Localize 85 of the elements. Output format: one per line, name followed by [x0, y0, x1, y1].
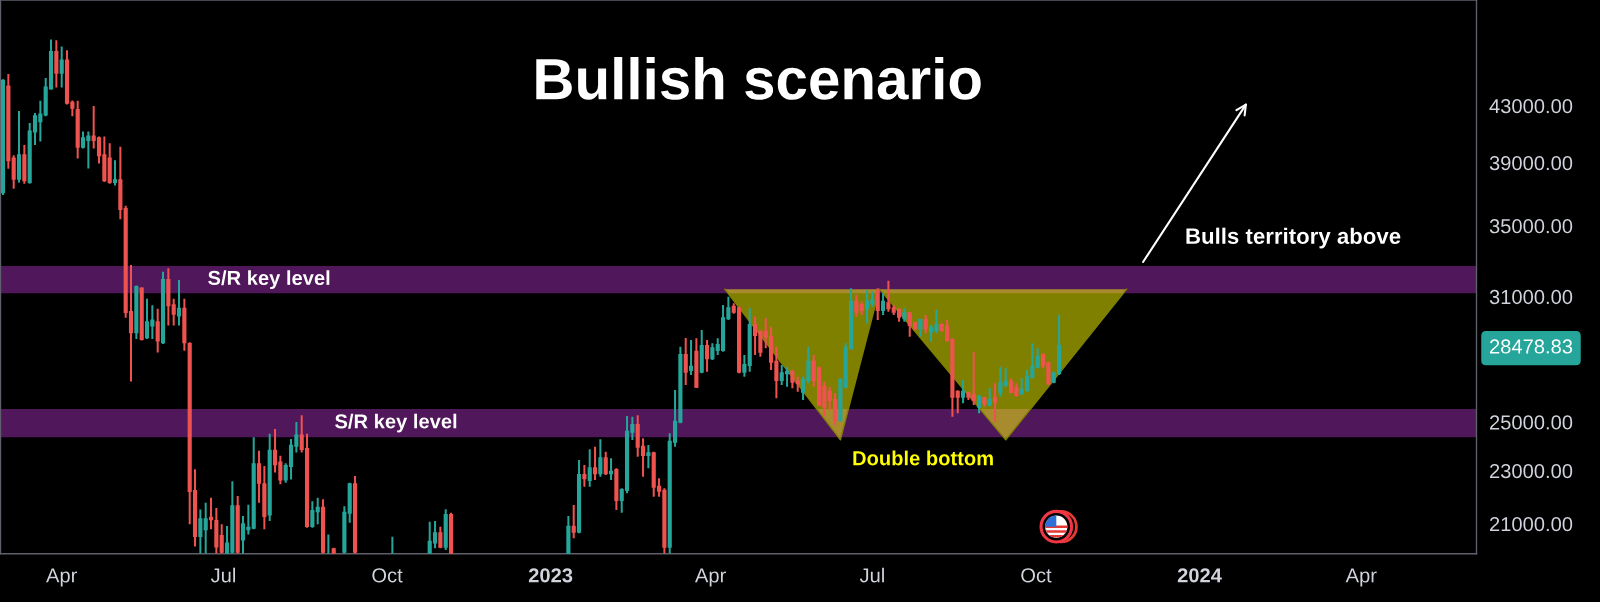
y-tick-label: 28478.83	[1490, 339, 1573, 354]
candlestick	[752, 315, 758, 356]
candlestick	[11, 154, 16, 190]
candlestick	[571, 503, 576, 540]
candlestick	[976, 393, 982, 415]
candlestick	[315, 496, 320, 526]
candlestick	[107, 142, 112, 185]
candlestick	[310, 500, 315, 529]
candlestick	[971, 350, 976, 407]
y-tick-label: 39000.00	[1489, 155, 1573, 171]
series-label: Double bottom	[853, 450, 993, 466]
candlestick	[438, 525, 443, 550]
candlestick	[710, 342, 715, 362]
y-tick-label: 35000.00	[1489, 219, 1573, 234]
candlestick	[646, 443, 651, 470]
candlestick	[59, 45, 64, 89]
candlestick	[982, 395, 987, 408]
candlestick	[166, 267, 171, 327]
candlestick	[987, 387, 992, 407]
candlestick	[598, 438, 603, 478]
candlestick	[688, 338, 694, 377]
candlestick	[390, 535, 395, 554]
candlestick	[790, 368, 795, 390]
x-tick-label: Jul	[210, 567, 235, 583]
candlestick	[966, 390, 971, 402]
candlestick	[208, 496, 214, 531]
candlestick	[155, 307, 160, 354]
candlestick	[699, 328, 704, 375]
candlestick	[784, 365, 790, 388]
candlestick	[582, 463, 587, 488]
candlestick	[326, 533, 331, 554]
candlestick	[998, 365, 1003, 398]
x-tick-label: Oct	[1021, 568, 1052, 583]
candlestick	[432, 519, 438, 550]
band-label: S/R key level	[335, 413, 457, 433]
x-tick-label: Jul	[859, 567, 884, 583]
x-tick-label: 2023	[528, 568, 573, 583]
candlestick	[704, 338, 710, 373]
candlestick	[219, 523, 224, 554]
candlestick	[592, 445, 598, 481]
candlestick	[747, 307, 752, 373]
candlestick	[608, 457, 614, 481]
candlestick	[923, 313, 928, 335]
candlestick	[795, 375, 800, 393]
x-tick-label: Apr	[1345, 568, 1377, 587]
candlestick	[880, 292, 886, 317]
candlestick	[214, 506, 219, 554]
candlestick	[75, 99, 80, 160]
y-tick-label: 23000.00	[1490, 463, 1573, 479]
candlestick	[992, 382, 998, 423]
candlestick	[896, 307, 902, 323]
candlestick	[742, 353, 747, 378]
candlestick	[203, 501, 208, 554]
y-tick-label: 25000.00	[1490, 415, 1573, 430]
candlestick	[1035, 347, 1040, 370]
candlestick	[960, 378, 966, 405]
candlestick	[144, 297, 150, 340]
candlestick	[587, 448, 592, 488]
candlestick	[875, 287, 880, 322]
candlestick	[1003, 367, 1008, 388]
candlestick	[955, 389, 960, 415]
candlestick	[859, 300, 864, 317]
band-label: S/R key level	[208, 270, 330, 290]
x-tick-label: Apr	[694, 568, 726, 587]
annotation: Bulls territory above	[1186, 227, 1401, 249]
candlestick	[886, 279, 891, 313]
candlestick	[902, 307, 907, 323]
text: Bullish scenario	[536, 56, 981, 100]
candlestick	[864, 289, 870, 325]
x-tick-label: Apr	[46, 568, 78, 587]
y-tick-label: 43000.00	[1489, 99, 1573, 114]
x-tick-label: 2024	[1177, 568, 1222, 583]
candlestick	[171, 297, 176, 327]
candlestick	[918, 317, 923, 338]
candlestick	[118, 145, 123, 221]
candlestick	[16, 110, 22, 184]
candlestick	[854, 294, 859, 318]
candlestick	[198, 508, 203, 554]
candlestick	[54, 39, 59, 89]
y-tick-label: 21000.00	[1490, 517, 1573, 532]
x-tick-label: Oct	[372, 568, 403, 583]
y-tick-label: 31000.00	[1489, 289, 1573, 305]
candlestick	[683, 336, 688, 386]
candlestick	[112, 159, 118, 187]
candlestick	[176, 279, 182, 327]
